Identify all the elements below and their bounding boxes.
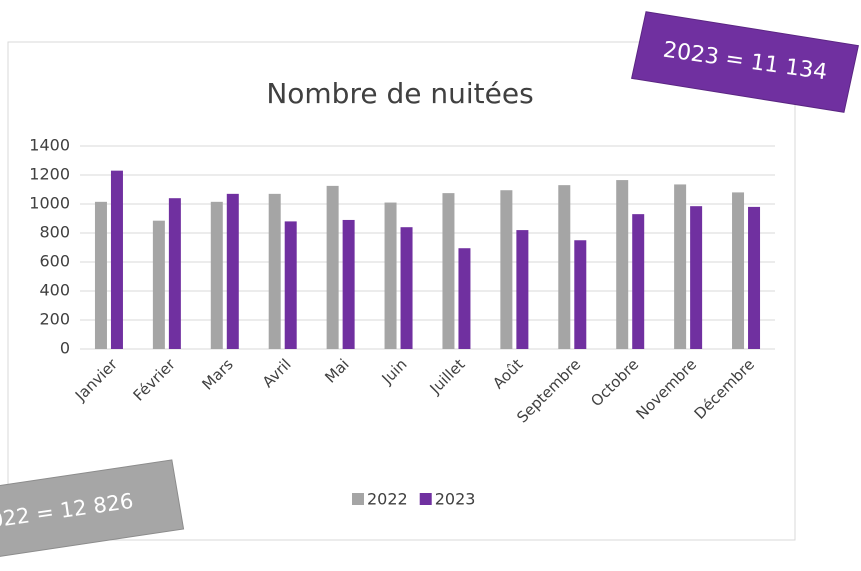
y-tick-label: 200	[39, 310, 70, 329]
annotation-box	[0, 459, 185, 565]
bar	[268, 193, 281, 349]
bar	[342, 219, 355, 349]
bar	[674, 184, 687, 349]
annotation-2022: 2022 = 12 826	[0, 459, 185, 565]
y-tick-label: 600	[39, 252, 70, 271]
bar	[748, 206, 761, 349]
bar	[458, 248, 471, 349]
bar	[94, 201, 107, 349]
y-tick-label: 1000	[29, 194, 70, 213]
bar	[152, 220, 165, 349]
legend-label: 2022	[367, 490, 408, 509]
bar	[574, 240, 587, 349]
bar	[284, 221, 297, 349]
bar	[110, 170, 123, 349]
bar	[442, 193, 455, 349]
bar	[384, 202, 397, 349]
legend-label: 2023	[435, 490, 476, 509]
bar	[616, 180, 629, 349]
y-tick-label: 1400	[29, 136, 70, 155]
legend-swatch	[352, 493, 364, 505]
bar	[516, 230, 529, 349]
bar	[168, 198, 181, 349]
y-tick-label: 0	[60, 339, 70, 358]
annotation-box	[631, 11, 859, 113]
bar	[326, 185, 339, 349]
y-tick-label: 800	[39, 223, 70, 242]
annotation-2023: 2023 = 11 134	[631, 11, 859, 113]
bar	[732, 192, 745, 349]
bar	[632, 214, 645, 349]
y-tick-label: 1200	[29, 165, 70, 184]
bar	[400, 227, 413, 349]
chart-title: Nombre de nuitées	[266, 77, 533, 110]
bar	[226, 193, 239, 349]
y-tick-label: 400	[39, 281, 70, 300]
legend-swatch	[419, 493, 432, 505]
bar	[558, 185, 571, 349]
bar	[500, 190, 513, 349]
bar	[210, 201, 223, 349]
bar	[690, 206, 703, 349]
